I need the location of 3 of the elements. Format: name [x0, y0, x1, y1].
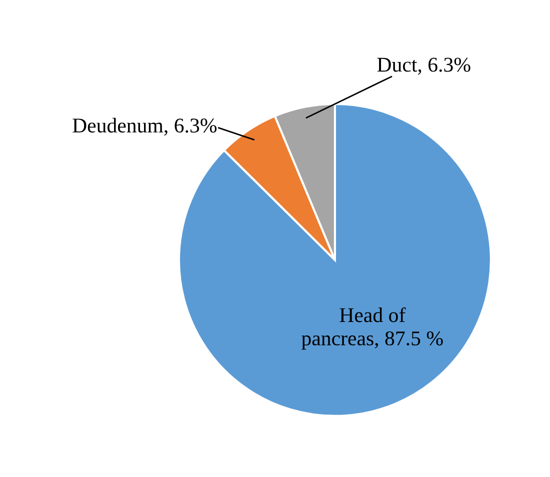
slice-label: Duct, 6.3% [377, 58, 470, 75]
slice-label: Head of pancreas, 87.5 % [302, 307, 443, 350]
slice-label: Deudenum, 6.3% [72, 118, 217, 136]
